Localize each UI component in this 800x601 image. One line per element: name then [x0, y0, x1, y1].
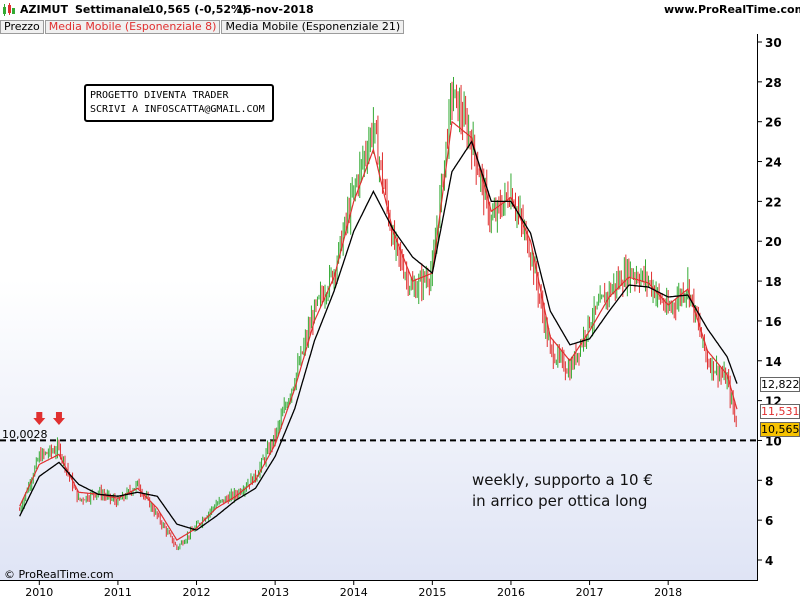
x-tick-label: 2014 [340, 586, 368, 599]
x-tick-label: 2015 [418, 586, 446, 599]
x-axis [0, 580, 758, 601]
info-line-1: PROGETTO DIVENTA TRADER [90, 90, 229, 101]
y-tick-label: 14 [765, 355, 782, 369]
y-tick-label: 16 [765, 315, 782, 329]
y-tick-label: 26 [765, 116, 782, 130]
y-tick-label: 22 [765, 195, 782, 209]
legend-ema8[interactable]: Media Mobile (Esponenziale 8) [44, 20, 221, 34]
info-line-2: SCRIVI A INFOSCATTA@GMAIL.COM [90, 104, 265, 115]
website-label: www.ProRealTime.com [664, 3, 800, 16]
y-tick-label: 20 [765, 235, 782, 249]
arrow-down-icon [52, 412, 65, 425]
y-tick-label: 24 [765, 156, 782, 170]
arrow-down-icon [33, 412, 46, 425]
copyright-label: © ProRealTime.com [4, 568, 114, 581]
x-tick-label: 2018 [654, 586, 682, 599]
support-level-label: 10,0028 [2, 428, 48, 441]
x-tick-label: 2017 [576, 586, 604, 599]
ema8-line [19, 120, 738, 541]
quote-label: 10,565 (-0,52%) [148, 3, 248, 16]
legend-price[interactable]: Prezzo [0, 20, 44, 34]
x-tick-label: 2013 [261, 586, 289, 599]
y-tick-label: 8 [765, 474, 773, 488]
legend-ema21[interactable]: Media Mobile (Esponenziale 21) [221, 20, 405, 34]
date-label: 16-nov-2018 [236, 3, 314, 16]
y-tick-label: 18 [765, 275, 782, 289]
y-tick-label: 6 [765, 514, 773, 528]
ema21-line [19, 140, 738, 531]
annotation-text: weekly, supporto a 10 € in arrico per ot… [472, 470, 653, 512]
annotation-line-2: in arrico per ottica long [472, 492, 648, 510]
chart-header: AZIMUT Settimanale 10,565 (-0,52%) 16-no… [0, 0, 800, 20]
y-tick-label: 30 [765, 36, 782, 50]
x-tick-label: 2011 [104, 586, 132, 599]
ema21-badge: 12,822 [760, 377, 800, 392]
x-tick-label: 2010 [25, 586, 53, 599]
x-tick-label: 2012 [183, 586, 211, 599]
price-badge: 10,565 [760, 422, 800, 437]
y-axis [758, 34, 800, 580]
y-tick-label: 28 [765, 76, 782, 90]
period-label: Settimanale [75, 3, 151, 16]
y-tick-label: 4 [765, 554, 773, 568]
y-tick-label: 10 [765, 434, 782, 448]
candlestick-icon [3, 3, 15, 16]
annotation-line-1: weekly, supporto a 10 € [472, 471, 653, 489]
ema8-badge: 11,531 [760, 404, 800, 419]
info-box: PROGETTO DIVENTA TRADER SCRIVI A INFOSCA… [84, 84, 274, 122]
indicator-legend: Prezzo Media Mobile (Esponenziale 8) Med… [0, 20, 405, 34]
x-tick-label: 2016 [497, 586, 525, 599]
plot-area[interactable] [0, 34, 758, 580]
ticker-label: AZIMUT [20, 3, 68, 16]
